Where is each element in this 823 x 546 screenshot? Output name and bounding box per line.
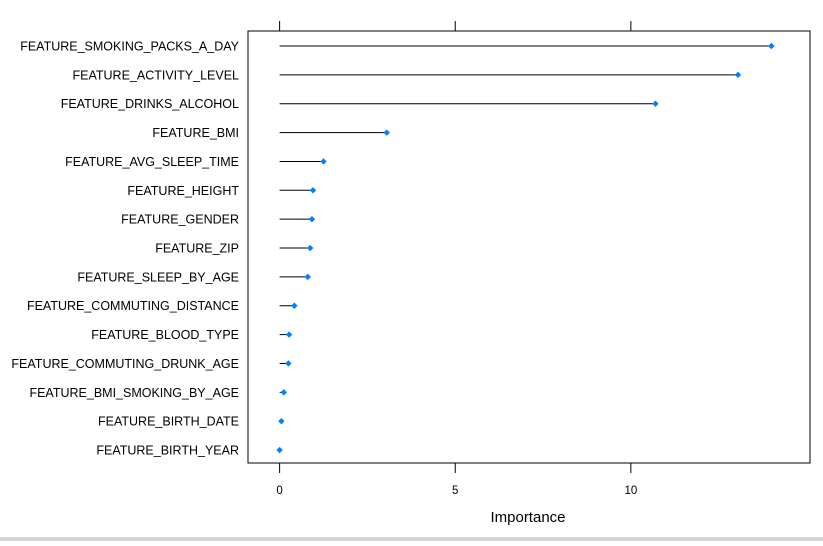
stem-group xyxy=(279,45,772,422)
data-point xyxy=(309,187,317,194)
data-point xyxy=(383,129,390,136)
category-label: FEATURE_BIRTH_DATE xyxy=(98,415,239,429)
category-label: FEATURE_ZIP xyxy=(155,242,239,256)
data-point xyxy=(285,360,292,367)
category-label: FEATURE_COMMUTING_DRUNK_AGE xyxy=(11,357,239,371)
category-label: FEATURE_BMI xyxy=(152,126,239,140)
tick-group: 0 5 10 xyxy=(276,21,637,497)
category-label: FEATURE_BLOOD_TYPE xyxy=(91,328,239,342)
category-label: FEATURE_COMMUTING_DISTANCE xyxy=(27,299,239,313)
category-label: FEATURE_SLEEP_BY_AGE xyxy=(77,270,239,284)
category-label-group: FEATURE_SMOKING_PACKS_A_DAY FEATURE_ACTIV… xyxy=(11,40,239,458)
data-point xyxy=(276,446,283,454)
data-point xyxy=(280,389,288,396)
data-point xyxy=(278,417,285,425)
category-label: FEATURE_BMI_SMOKING_BY_AGE xyxy=(29,386,239,400)
point-group xyxy=(276,42,775,454)
window-bottom-border xyxy=(0,537,823,541)
plot-frame xyxy=(247,30,811,464)
x-tick-label: 10 xyxy=(624,485,637,497)
x-tick-label: 5 xyxy=(452,485,458,497)
data-point xyxy=(320,158,327,165)
data-point xyxy=(291,302,298,309)
data-point xyxy=(304,273,311,281)
category-label: FEATURE_HEIGHT xyxy=(127,184,239,198)
data-point xyxy=(285,331,293,338)
category-label: FEATURE_BIRTH_YEAR xyxy=(96,444,239,458)
data-point xyxy=(768,42,775,50)
category-label: FEATURE_AVG_SLEEP_TIME xyxy=(65,155,239,169)
data-point xyxy=(734,71,742,79)
category-label: FEATURE_GENDER xyxy=(121,213,239,227)
x-tick-label: 0 xyxy=(276,485,282,497)
data-point xyxy=(308,215,316,223)
x-axis-title: Importance xyxy=(490,509,565,526)
category-label: FEATURE_DRINKS_ALCOHOL xyxy=(61,97,239,111)
data-point xyxy=(306,244,314,252)
data-point xyxy=(652,100,659,107)
category-label: FEATURE_ACTIVITY_LEVEL xyxy=(73,68,240,82)
category-label: FEATURE_SMOKING_PACKS_A_DAY xyxy=(20,40,239,54)
